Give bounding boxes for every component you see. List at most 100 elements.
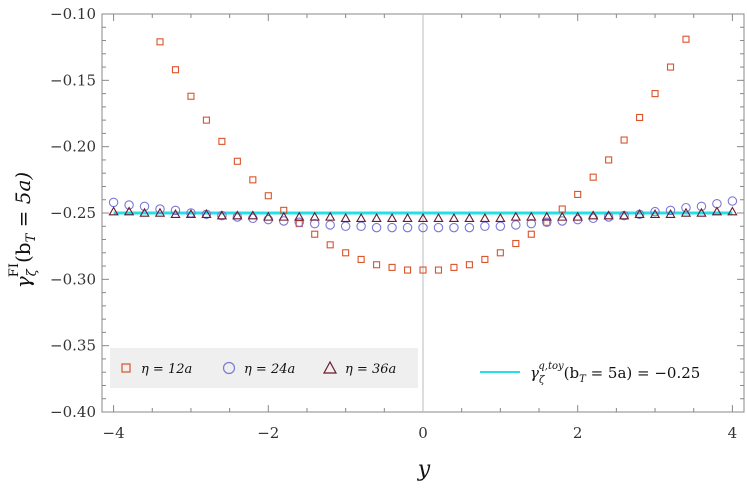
data-point-square bbox=[682, 35, 690, 43]
data-point-square bbox=[465, 261, 473, 269]
data-point-square bbox=[249, 176, 257, 184]
data-point-square bbox=[496, 249, 504, 257]
data-point-triangle bbox=[386, 212, 398, 223]
data-point-triangle bbox=[108, 206, 119, 216]
data-point-circle bbox=[727, 196, 738, 206]
legend-marker-circle bbox=[222, 361, 236, 375]
axes: −4 −2 0 2 4 −0.40 −0.35 −0.30 −0.25 −0.20 −0.15 −0.… bbox=[50, 5, 744, 442]
legend-background bbox=[110, 348, 418, 388]
data-point-circle bbox=[325, 220, 335, 230]
legend-label: η = 24a bbox=[244, 362, 295, 377]
data-point-square bbox=[156, 38, 164, 46]
legend-label: η = 12a bbox=[141, 362, 192, 377]
data-point-square bbox=[233, 157, 241, 165]
y-axis-title: γζFI(bT = 5a) bbox=[7, 172, 40, 288]
data-point-triangle bbox=[665, 209, 676, 219]
data-point-triangle bbox=[541, 211, 552, 221]
data-point-circle bbox=[696, 201, 707, 212]
data-point-triangle bbox=[371, 212, 382, 223]
data-point-square bbox=[326, 241, 334, 249]
y-tick-label: −0.15 bbox=[50, 71, 96, 89]
x-tick-label: 4 bbox=[728, 424, 738, 442]
data-point-circle bbox=[480, 221, 490, 232]
reference-legend: γζq,toy(bT = 5a) = −0.25 bbox=[480, 361, 700, 386]
data-point-circle bbox=[603, 212, 614, 222]
data-markers bbox=[108, 35, 738, 274]
data-point-square bbox=[434, 266, 443, 274]
data-point-triangle bbox=[479, 212, 491, 223]
data-point-triangle bbox=[216, 210, 228, 220]
data-point-square bbox=[202, 116, 210, 124]
data-point-square bbox=[481, 255, 489, 263]
data-point-circle bbox=[542, 217, 552, 228]
data-point-square bbox=[342, 249, 350, 257]
data-point-circle bbox=[279, 216, 289, 226]
data-point-triangle bbox=[557, 211, 568, 221]
data-point-triangle bbox=[247, 210, 258, 220]
data-point-triangle bbox=[727, 206, 738, 216]
data-point-triangle bbox=[355, 212, 367, 223]
data-point-triangle bbox=[278, 211, 289, 221]
y-tick-label: −0.40 bbox=[50, 403, 96, 421]
y-tick-label: −0.35 bbox=[50, 337, 96, 355]
data-point-triangle bbox=[325, 211, 336, 221]
data-point-circle bbox=[309, 218, 320, 229]
data-point-square bbox=[419, 266, 427, 274]
legend-marker-triangle bbox=[322, 360, 338, 374]
data-point-square bbox=[373, 261, 381, 269]
data-point-triangle bbox=[510, 211, 521, 221]
data-point-triangle bbox=[263, 211, 274, 221]
data-point-square bbox=[574, 190, 582, 198]
data-point-circle bbox=[170, 205, 181, 216]
data-point-square bbox=[171, 66, 180, 74]
data-point-triangle bbox=[649, 209, 661, 219]
data-point-square bbox=[666, 63, 675, 71]
data-point-square bbox=[543, 218, 551, 226]
data-point-triangle bbox=[433, 212, 444, 223]
data-point-circle bbox=[294, 217, 304, 228]
y-tick-label: −0.25 bbox=[50, 204, 96, 222]
y-tick-label: −0.10 bbox=[50, 5, 96, 23]
legend-items: η = 12a η = 24a η = 36a bbox=[121, 360, 396, 377]
data-point-circle bbox=[418, 222, 428, 233]
data-point-circle bbox=[402, 222, 413, 233]
y-tick-label: −0.20 bbox=[50, 138, 96, 156]
data-point-triangle bbox=[618, 210, 630, 220]
data-point-triangle bbox=[696, 207, 707, 217]
data-point-circle bbox=[155, 204, 165, 214]
x-tick-label: 2 bbox=[573, 424, 583, 442]
data-point-triangle bbox=[123, 206, 135, 216]
data-point-circle bbox=[232, 212, 243, 222]
data-point-triangle bbox=[402, 212, 413, 223]
data-point-square bbox=[218, 137, 226, 145]
x-axis-title: y bbox=[417, 457, 431, 482]
data-point-square bbox=[527, 230, 535, 238]
data-point-triangle bbox=[417, 212, 429, 223]
legend: η = 12a η = 24a η = 36a bbox=[110, 348, 418, 388]
data-point-circle bbox=[387, 222, 397, 233]
data-point-square bbox=[605, 156, 613, 164]
data-point-square bbox=[311, 230, 319, 238]
data-point-square bbox=[357, 255, 365, 263]
data-point-circle bbox=[681, 202, 691, 213]
x-tick-label: −2 bbox=[257, 424, 279, 442]
data-point-circle bbox=[650, 206, 660, 217]
data-point-circle bbox=[557, 216, 567, 226]
data-point-triangle bbox=[634, 209, 645, 219]
data-point-circle bbox=[340, 221, 351, 232]
data-point-circle bbox=[665, 205, 676, 216]
data-point-circle bbox=[495, 221, 506, 232]
data-point-triangle bbox=[464, 212, 475, 223]
data-point-triangle bbox=[309, 211, 320, 221]
data-point-triangle bbox=[572, 211, 583, 221]
data-point-square bbox=[651, 90, 659, 98]
data-point-circle bbox=[371, 222, 382, 233]
data-point-triangle bbox=[448, 212, 460, 223]
data-point-triangle bbox=[603, 210, 614, 220]
data-point-triangle bbox=[170, 209, 181, 219]
data-point-triangle bbox=[232, 210, 243, 220]
x-tick-label: 0 bbox=[418, 424, 428, 442]
data-point-square bbox=[620, 136, 628, 144]
legend-label: η = 36a bbox=[345, 362, 396, 377]
